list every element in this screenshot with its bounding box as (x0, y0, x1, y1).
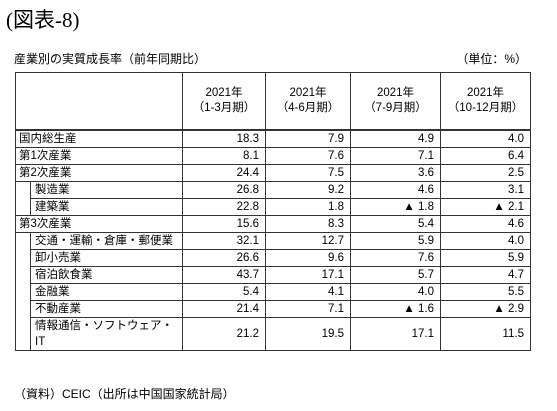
value-cell: ▲ 2.1 (440, 198, 531, 216)
value-cell: 4.7 (440, 266, 531, 284)
value-cell: 21.4 (182, 300, 266, 318)
column-period: （10-12月期） (447, 102, 524, 114)
value-cell: 5.9 (440, 249, 531, 267)
row: 国内総生産 18.3 7.9 4.9 4.0 (15, 129, 531, 148)
indent-cell (15, 232, 31, 351)
row-label: 製造業 (30, 181, 183, 199)
value-cell: 6.4 (440, 147, 531, 165)
header-row: 2021年 （1-3月期） 2021年 （4-6月期） 2021年 （7-9月期） 2021… (15, 72, 531, 131)
source-note: （資料）CEIC（出所は中国国家統計局） (14, 387, 235, 401)
value-cell: 4.9 (350, 129, 441, 148)
value-cell: 5.9 (350, 232, 441, 250)
value-cell: 3.1 (440, 181, 531, 199)
row-label: 金融業 (30, 283, 183, 301)
value-cell: 17.1 (265, 266, 351, 284)
column-period: （1-3月期） (192, 102, 256, 114)
value-cell: 8.1 (182, 147, 266, 165)
value-cell: 12.7 (265, 232, 351, 250)
sub-row: 卸小売業 26.6 9.6 7.6 5.9 (16, 249, 531, 267)
value-cell: 7.1 (265, 300, 351, 318)
column-year: 2021年 (205, 87, 243, 99)
corner-cell (15, 72, 183, 131)
value-cell: 7.9 (265, 129, 351, 148)
value-cell: 5.5 (440, 283, 531, 301)
value-cell: 5.7 (350, 266, 441, 284)
sub-row: 情報通信・ソフトウェア・IT 21.2 19.5 17.1 11.5 (16, 317, 531, 351)
value-cell: 4.6 (440, 215, 531, 233)
row-label: 第3次産業 (15, 215, 183, 233)
value-cell: 26.8 (182, 181, 266, 199)
column-year: 2021年 (376, 87, 415, 99)
value-cell: 26.6 (182, 249, 266, 267)
value-cell: 18.3 (182, 129, 266, 148)
value-cell: 4.0 (440, 232, 531, 250)
value-cell: 32.1 (182, 232, 266, 250)
value-cell: 11.5 (440, 317, 531, 351)
value-cell: 7.6 (265, 147, 351, 165)
sub-row: 金融業 5.4 4.1 4.0 5.5 (16, 283, 531, 301)
value-cell: ▲ 1.6 (350, 300, 441, 318)
value-cell: 1.8 (265, 198, 351, 216)
row-label: 交通・運輸・倉庫・郵便業 (30, 232, 183, 250)
row: 第3次産業 15.6 8.3 5.4 4.6 (15, 215, 531, 233)
row-label: 第1次産業 (15, 147, 183, 165)
value-cell: 24.4 (182, 164, 266, 182)
column-year: 2021年 (289, 87, 327, 99)
growth-table: 2021年 （1-3月期） 2021年 （4-6月期） 2021年 （7-9月期） 2021… (15, 72, 531, 351)
value-cell: 2.5 (440, 164, 531, 182)
value-cell: 4.0 (350, 283, 441, 301)
value-cell: 7.1 (350, 147, 441, 165)
column-header: 2021年 （7-9月期） (350, 72, 441, 131)
row-label: 情報通信・ソフトウェア・IT (30, 317, 183, 351)
row-label: 宿泊飲食業 (30, 266, 183, 284)
value-cell: 8.3 (265, 215, 351, 233)
sub-row: 製造業 26.8 9.2 4.6 3.1 (15, 181, 531, 216)
value-cell: 5.4 (350, 215, 441, 233)
value-cell: ▲ 2.9 (440, 300, 531, 318)
value-cell: 22.8 (182, 198, 266, 216)
row-label: 第2次産業 (15, 164, 183, 182)
value-cell: 7.6 (350, 249, 441, 267)
value-cell: 19.5 (265, 317, 351, 351)
indent-cell (15, 181, 31, 216)
column-year: 2021年 (466, 87, 505, 99)
value-cell: 4.0 (440, 129, 531, 148)
column-period: （4-6月期） (276, 102, 340, 114)
sub-row: 建築業 22.8 1.8 ▲ 1.8 ▲ 2.1 (16, 198, 531, 216)
figure-title: (図表-8) (6, 8, 80, 32)
row: 第2次産業 24.4 7.5 3.6 2.5 (15, 164, 531, 182)
table-caption: 産業別の実質成長率（前年同期比） (14, 52, 207, 66)
row-label: 建築業 (30, 198, 183, 216)
value-cell: 9.2 (265, 181, 351, 199)
column-header: 2021年 （1-3月期） (182, 72, 266, 131)
column-period: （7-9月期） (364, 102, 427, 114)
sub-row: 交通・運輸・倉庫・郵便業 32.1 12.7 5.9 4.0 (15, 232, 531, 351)
value-cell: 43.7 (182, 266, 266, 284)
value-cell: 4.1 (265, 283, 351, 301)
value-cell: 15.6 (182, 215, 266, 233)
value-cell: 21.2 (182, 317, 266, 351)
row-label: 国内総生産 (15, 129, 183, 148)
value-cell: 5.4 (182, 283, 266, 301)
sub-row: 宿泊飲食業 43.7 17.1 5.7 4.7 (16, 266, 531, 284)
row-label: 不動産業 (30, 300, 183, 318)
sub-row: 不動産業 21.4 7.1 ▲ 1.6 ▲ 2.9 (16, 300, 531, 318)
row: 第1次産業 8.1 7.6 7.1 6.4 (15, 147, 531, 165)
value-cell: 4.6 (350, 181, 441, 199)
value-cell: ▲ 1.8 (350, 198, 441, 216)
unit-label: （単位：%） (456, 52, 527, 66)
row-label: 卸小売業 (30, 249, 183, 267)
column-header: 2021年 （4-6月期） (265, 72, 351, 131)
column-header: 2021年 （10-12月期） (440, 72, 531, 131)
value-cell: 9.6 (265, 249, 351, 267)
value-cell: 7.5 (265, 164, 351, 182)
value-cell: 3.6 (350, 164, 441, 182)
value-cell: 17.1 (350, 317, 441, 351)
